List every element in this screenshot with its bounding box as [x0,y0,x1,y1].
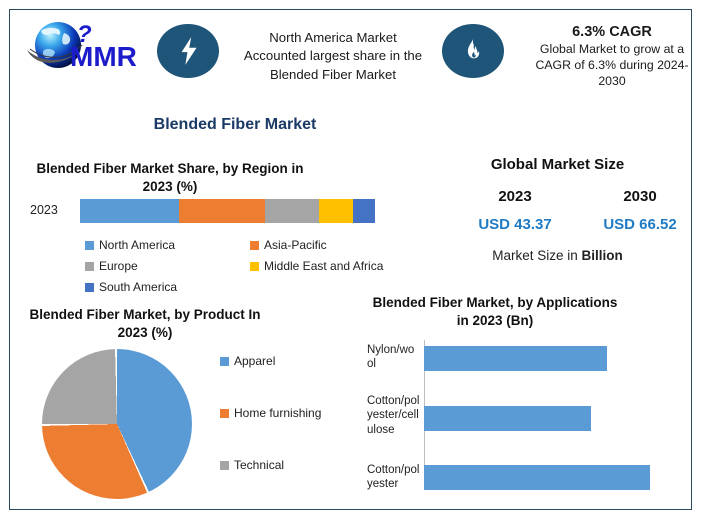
svg-text:MMR: MMR [70,41,137,72]
